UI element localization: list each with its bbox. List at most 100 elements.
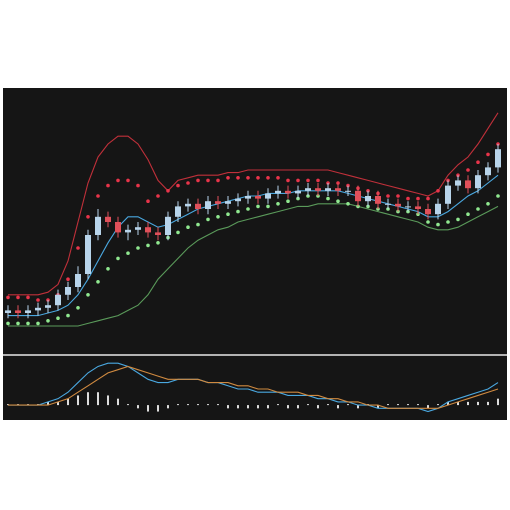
indicator-dot — [436, 189, 440, 193]
indicator-dot — [286, 199, 290, 203]
indicator-dot — [206, 178, 210, 183]
indicator-dot — [286, 178, 290, 183]
indicator-dot — [106, 267, 110, 271]
candle-body — [145, 227, 151, 233]
indicator-dot — [446, 220, 450, 224]
indicator-dot — [46, 319, 50, 323]
candle-body — [85, 235, 91, 274]
indicator-dot — [256, 176, 260, 180]
candle-body — [135, 227, 141, 230]
histogram-bar — [47, 401, 49, 406]
histogram-bar — [77, 395, 79, 406]
indicator-dot — [216, 215, 220, 219]
histogram-bar — [477, 401, 479, 406]
chart-background — [3, 88, 507, 420]
candle-body — [235, 198, 241, 202]
indicator-dot — [66, 313, 70, 318]
indicator-dot — [36, 321, 40, 326]
candle-body — [335, 188, 341, 191]
candle-body — [25, 310, 31, 313]
indicator-dot — [96, 280, 100, 284]
indicator-dot — [146, 199, 150, 203]
histogram-bar — [197, 404, 199, 406]
indicator-dot — [176, 183, 180, 188]
candle-body — [285, 190, 291, 194]
indicator-dot — [126, 251, 130, 255]
histogram-bar — [157, 405, 159, 412]
candle-body — [415, 206, 421, 209]
candle-body — [185, 203, 191, 207]
candle-body — [125, 229, 131, 233]
histogram-bar — [407, 404, 409, 406]
indicator-dot — [16, 295, 20, 300]
indicator-dot — [276, 202, 280, 206]
histogram-bar — [317, 405, 319, 409]
histogram-bar — [417, 404, 419, 406]
histogram-bar — [497, 398, 499, 406]
histogram-bar — [447, 401, 449, 406]
candle-body — [305, 188, 311, 191]
indicator-dot — [426, 196, 430, 201]
candle-body — [175, 206, 181, 217]
candle-body — [445, 185, 451, 204]
candle-body — [495, 149, 501, 168]
histogram-bar — [217, 404, 219, 406]
histogram-bar — [297, 405, 299, 409]
indicator-dot — [6, 321, 10, 326]
candle-body — [395, 203, 401, 207]
candle-body — [225, 201, 231, 204]
indicator-dot — [476, 160, 480, 164]
histogram-bar — [237, 405, 239, 409]
indicator-dot — [26, 321, 30, 326]
candle-body — [355, 190, 361, 202]
candle-body — [465, 180, 471, 189]
indicator-dot — [196, 222, 200, 227]
indicator-dot — [336, 199, 340, 203]
histogram-bar — [147, 405, 149, 412]
indicator-dot — [246, 207, 250, 211]
indicator-dot — [166, 189, 170, 193]
indicator-dot — [456, 217, 460, 222]
histogram-bar — [287, 405, 289, 409]
histogram-bar — [227, 405, 229, 409]
histogram-bar — [327, 404, 329, 406]
indicator-dot — [136, 246, 140, 250]
candle-body — [245, 196, 251, 199]
histogram-bar — [377, 405, 379, 409]
indicator-dot — [86, 215, 90, 219]
histogram-bar — [137, 405, 139, 409]
histogram-bar — [437, 404, 439, 406]
indicator-dot — [466, 168, 470, 172]
indicator-dot — [126, 178, 130, 183]
histogram-bar — [107, 395, 109, 406]
histogram-bar — [187, 404, 189, 406]
histogram-bar — [357, 405, 359, 409]
histogram-bar — [427, 405, 429, 409]
candle-body — [35, 307, 41, 311]
candle-body — [275, 190, 281, 194]
indicator-dot — [196, 178, 200, 183]
histogram-bar — [397, 404, 399, 406]
indicator-line — [8, 365, 499, 409]
histogram-bar — [127, 404, 129, 406]
candle-body — [195, 203, 201, 209]
indicator-dot — [346, 202, 350, 206]
indicator-dot — [466, 212, 470, 216]
histogram-bar — [457, 401, 459, 406]
indicator-dot — [386, 194, 390, 198]
indicator-dot — [296, 178, 300, 183]
indicator-line — [8, 203, 499, 327]
candle-body — [205, 201, 211, 209]
indicator-dot — [236, 176, 240, 180]
histogram-bar — [277, 404, 279, 406]
histogram-bar — [487, 401, 489, 406]
histogram-bar — [67, 398, 69, 406]
candle-body — [45, 305, 51, 308]
candle-body — [295, 190, 301, 194]
indicator-dot — [276, 176, 280, 180]
indicator-dot — [186, 181, 190, 185]
indicator-dot — [206, 217, 210, 222]
histogram-bar — [57, 401, 59, 406]
indicator-dot — [156, 241, 160, 245]
